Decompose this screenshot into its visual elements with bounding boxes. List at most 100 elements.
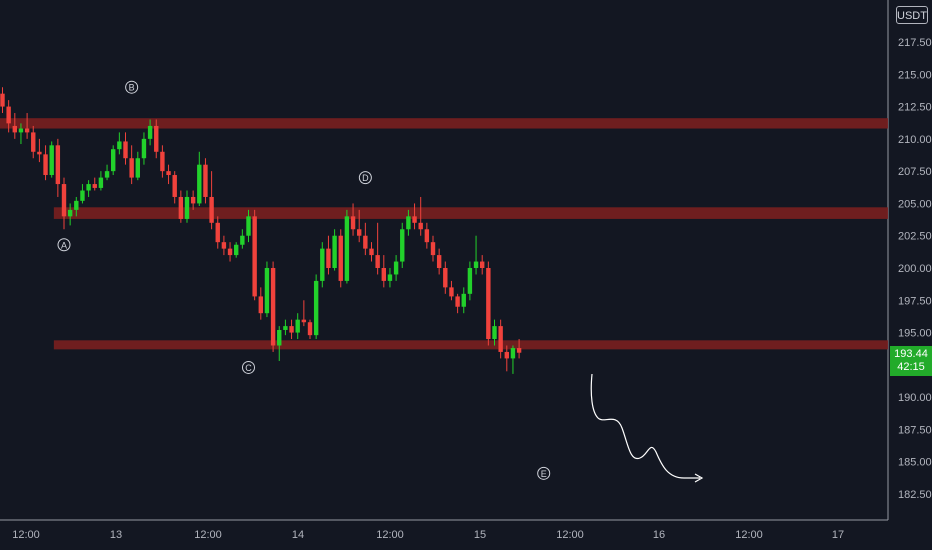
price-tick-label: 190.00: [898, 392, 932, 404]
candle-body: [67, 209, 73, 217]
time-tick-label: 14: [292, 529, 304, 541]
candle-body: [86, 184, 91, 191]
candle-body: [504, 351, 509, 359]
candle-body: [0, 93, 5, 107]
candle-body: [135, 158, 140, 178]
candle-body: [80, 190, 85, 201]
candle-body: [264, 268, 270, 314]
price-tick-label: 187.50: [898, 424, 932, 436]
candle-body: [123, 141, 128, 159]
candle-body: [344, 216, 350, 281]
candle-body: [166, 171, 171, 176]
candle-body: [320, 248, 325, 281]
label-marker-B: [125, 80, 139, 94]
candle-body: [178, 196, 184, 219]
candle-body: [412, 216, 417, 223]
label-text-E: E: [541, 469, 547, 479]
candle-body: [301, 319, 307, 323]
candle-body: [252, 216, 257, 297]
price-tick-label: 182.50: [898, 489, 932, 501]
projection-arrowhead: [694, 473, 704, 483]
time-tick-label: 12:00: [735, 529, 763, 541]
price-tick-label: 195.00: [898, 328, 932, 340]
projection-path: [590, 373, 700, 479]
label-marker-A: [57, 238, 71, 252]
candle-body: [154, 125, 159, 152]
candle-body: [234, 244, 239, 256]
candle-body: [307, 322, 313, 336]
candle-body: [203, 164, 208, 197]
price-tick-label: 212.50: [898, 102, 932, 114]
candle-body: [510, 348, 516, 359]
price-tick-label: 185.00: [898, 457, 932, 469]
candle-body: [498, 326, 503, 352]
candle-body: [295, 319, 300, 333]
support-resistance-zone-3: [53, 340, 889, 350]
time-tick-label: 12:00: [194, 529, 222, 541]
candle-body: [184, 196, 190, 219]
time-tick-label: 12:00: [12, 529, 40, 541]
candle-body: [74, 200, 79, 210]
candle-body: [406, 216, 411, 230]
last-price-tag: 193.44 42:15: [890, 346, 932, 376]
price-tick-label: 205.00: [898, 198, 932, 210]
label-marker-C: [242, 360, 255, 374]
currency-badge[interactable]: USDT: [896, 6, 928, 24]
time-tick-label: 16: [653, 529, 665, 541]
candle-body: [473, 261, 479, 268]
price-tick-label: 210.00: [898, 134, 932, 146]
candle-body: [31, 132, 36, 152]
candle-body: [400, 229, 405, 262]
candle-body: [289, 326, 294, 333]
price-tick-label: 215.00: [898, 69, 932, 81]
candle-body: [172, 175, 177, 197]
candle-body: [43, 154, 48, 176]
time-tick-label: 12:00: [556, 529, 584, 541]
candle-body: [369, 248, 374, 256]
candle-body: [92, 184, 97, 188]
candle-body: [104, 171, 110, 178]
candle-body: [6, 106, 11, 124]
candle-body: [18, 128, 24, 133]
candle-body: [277, 329, 282, 346]
label-text-C: C: [245, 363, 252, 373]
candle-body: [313, 280, 319, 336]
candle-body: [197, 164, 202, 204]
candle-body: [393, 261, 399, 275]
candle-body: [37, 151, 42, 155]
candle-body: [258, 296, 263, 314]
candle-body: [424, 229, 430, 243]
candle-body: [363, 235, 368, 249]
candle-body: [492, 326, 497, 340]
candle-body: [381, 268, 386, 281]
candle-body: [49, 145, 54, 176]
candle-body: [246, 216, 251, 236]
candle-body: [61, 184, 67, 217]
time-tick-label: 13: [110, 529, 122, 541]
candle-body: [209, 196, 214, 223]
candle-body: [430, 242, 436, 256]
candle-body: [467, 268, 473, 294]
candle-body: [436, 255, 442, 268]
support-resistance-zone-2: [53, 207, 889, 219]
candle-body: [270, 268, 276, 346]
candle-body: [418, 222, 423, 230]
label-text-D: D: [362, 173, 369, 183]
support-resistance-zone-1: [0, 118, 888, 129]
candle-countdown: 42:15: [897, 361, 925, 373]
price-tick-label: 202.50: [898, 231, 932, 243]
candle-body: [443, 268, 448, 288]
candle-body: [387, 274, 393, 281]
candle-body: [190, 196, 196, 204]
candle-body: [98, 177, 104, 188]
candle-body: [221, 242, 227, 249]
candle-body: [283, 326, 288, 330]
last-price-value: 193.44: [894, 348, 928, 360]
time-tick-label: 12:00: [376, 529, 404, 541]
candle-body: [326, 248, 331, 268]
candle-body: [480, 261, 485, 268]
candle-body: [227, 248, 233, 256]
candle-body: [357, 229, 362, 236]
candle-body: [55, 145, 61, 185]
